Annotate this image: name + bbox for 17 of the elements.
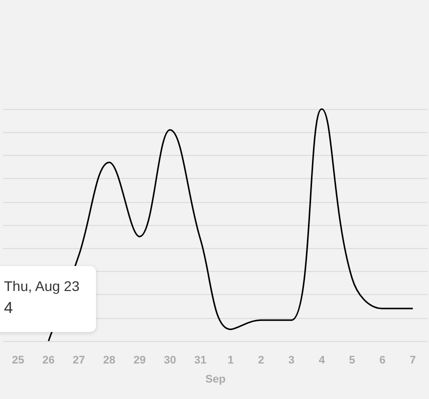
annotation: Thu, Aug 23 <box>4 278 81 294</box>
x-tick-label: 1 <box>228 354 234 366</box>
x-tick-label: 29 <box>133 354 146 366</box>
x-tick-label: 7 <box>410 354 416 366</box>
x-tick-label: 3 <box>288 354 294 366</box>
x-tick-label: 5 <box>349 354 356 366</box>
annotation: 4 <box>4 300 14 318</box>
x-tick-label: 30 <box>164 354 176 366</box>
x-tick-label: 25 <box>12 354 24 366</box>
x-tick-label: 31 <box>194 354 206 366</box>
x-tick-label: 2 <box>258 354 264 366</box>
x-tick-label: 28 <box>103 354 116 366</box>
x-tick-label: 26 <box>42 354 55 366</box>
x-axis-title: Sep <box>205 374 226 386</box>
x-tick-label: 6 <box>379 354 386 366</box>
x-tick-label: 4 <box>318 354 326 366</box>
x-tick-label: 27 <box>72 354 86 366</box>
